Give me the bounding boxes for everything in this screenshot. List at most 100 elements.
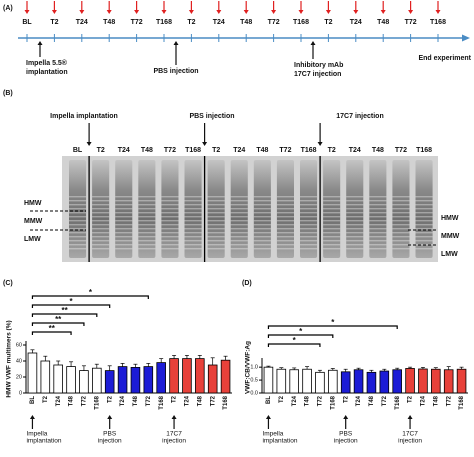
bar (328, 369, 338, 394)
red-arrow-head (271, 10, 277, 14)
bar (182, 358, 192, 394)
red-arrow-head (24, 10, 30, 14)
lane-label: T24 (118, 147, 130, 154)
red-arrow-head (243, 10, 249, 14)
red-arrow-head (408, 10, 414, 14)
bar (143, 366, 154, 394)
x-tick-label: T48 (197, 395, 203, 406)
red-arrow-head (435, 10, 441, 14)
x-tick-label: T24 (185, 395, 191, 406)
red-arrow-head (380, 10, 386, 14)
gel-bands (369, 196, 387, 252)
significance-bracket (31, 313, 98, 317)
significance-bracket (267, 334, 334, 338)
timepoint-label: T168 (430, 19, 446, 26)
lane-label: T72 (279, 147, 291, 154)
panel-label: (C) (3, 280, 13, 287)
x-tick-label: T2 (343, 395, 349, 403)
y-tick-label: 20 (16, 374, 22, 380)
x-tick-label: T2 (172, 395, 178, 403)
x-tick-label: T2 (408, 395, 414, 403)
significance-label: * (299, 327, 303, 336)
bar (302, 368, 312, 394)
marker-label: LMW (24, 236, 41, 243)
x-tick-label: T72 (146, 395, 152, 406)
event-label: PBS (339, 431, 353, 438)
bar (456, 368, 467, 394)
event-label: implantation (262, 438, 297, 445)
bar (79, 370, 89, 394)
bar (27, 352, 38, 394)
timepoint-label: T48 (103, 19, 115, 26)
significance-bracket (31, 304, 111, 308)
x-tick-label: T24 (56, 395, 62, 406)
timepoint-label: T48 (377, 19, 389, 26)
x-tick-label: T24 (292, 395, 298, 406)
y-tick-label: 0.0 (250, 390, 258, 396)
timepoint-label: T2 (324, 19, 332, 26)
marker-label: HMW (24, 200, 42, 207)
timepoint-label: BL (22, 19, 32, 26)
event-arrow-head (407, 415, 413, 419)
lane-label: T168 (185, 147, 201, 154)
lane-label: T168 (416, 147, 432, 154)
event-label: Impella implantation (50, 113, 118, 120)
lane-label: T24 (233, 147, 245, 154)
gel-bands (184, 196, 202, 252)
event-label: PBS injection (189, 113, 234, 120)
event-label: Inhibitory mAb (294, 62, 343, 69)
marker-label: MMW (24, 218, 43, 225)
marker-label: MMW (441, 233, 460, 240)
timepoint-label: T72 (405, 19, 417, 26)
end-label: End experiment (418, 55, 471, 62)
significance-bracket (31, 322, 85, 326)
event-arrow-head (29, 415, 35, 419)
timepoint-label: T24 (350, 19, 362, 26)
lane-label: T24 (349, 147, 361, 154)
x-tick-label: T72 (210, 395, 216, 406)
timepoint-label: T168 (293, 19, 309, 26)
significance-label: ** (49, 324, 56, 333)
lane-label: T48 (141, 147, 153, 154)
event-label: injection (162, 438, 186, 445)
bar (40, 360, 51, 394)
y-axis-label: HMW VWF multimers (%) (6, 320, 13, 397)
bar (117, 366, 128, 394)
gel-bands (323, 196, 341, 252)
significance-label: * (70, 297, 74, 306)
gel-bands (207, 196, 225, 252)
event-label: Impella (262, 431, 283, 438)
lane-label: BL (73, 147, 83, 154)
bar (353, 369, 364, 394)
lane-label: T48 (256, 147, 268, 154)
event-label: 17C7 injection (294, 71, 341, 78)
marker-label: HMW (441, 215, 459, 222)
lane-label: T2 (212, 147, 220, 154)
bar (379, 370, 390, 394)
x-tick-label: T48 (133, 395, 139, 406)
event-label: PBS injection (153, 68, 198, 75)
bar (263, 366, 274, 394)
x-tick-label: T72 (82, 395, 88, 406)
red-arrow-head (353, 10, 359, 14)
bar (207, 364, 218, 394)
red-arrow-head (216, 10, 222, 14)
lane-label: T2 (328, 147, 336, 154)
red-arrow-head (298, 10, 304, 14)
bar (315, 371, 325, 394)
x-tick-label: T24 (120, 395, 126, 406)
y-tick-label: 0.5 (250, 378, 258, 384)
red-arrow-head (188, 10, 194, 14)
event-arrow-head (310, 41, 316, 45)
bar (366, 371, 377, 394)
event-label: 17C7 (166, 431, 182, 438)
gel-bands (300, 196, 318, 252)
significance-label: * (331, 318, 335, 327)
timepoint-label: T48 (240, 19, 252, 26)
event-arrow-head (343, 415, 349, 419)
marker-label: LMW (441, 251, 458, 258)
bar (289, 369, 299, 394)
bar (276, 368, 287, 394)
